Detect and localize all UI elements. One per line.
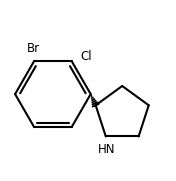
Text: Br: Br xyxy=(27,41,40,54)
Text: Cl: Cl xyxy=(80,50,92,63)
Text: HN: HN xyxy=(98,143,115,156)
